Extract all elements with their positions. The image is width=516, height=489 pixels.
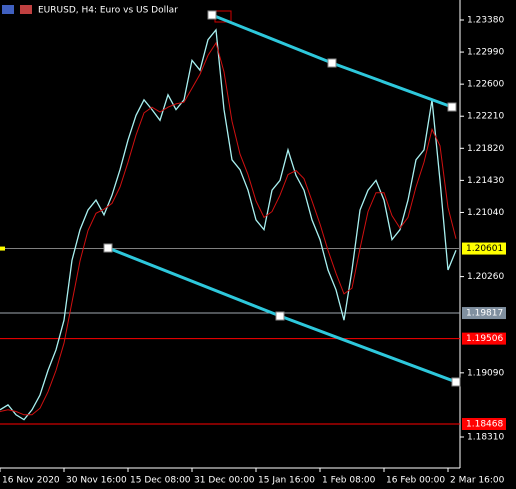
x-tick-label: 16 Nov 2020 — [2, 476, 60, 486]
flag-icon — [2, 5, 14, 14]
chart-title: EURUSD, H4: Euro vs US Dollar — [38, 6, 178, 16]
y-tick-label: 1.22600 — [467, 80, 504, 90]
trend-point — [327, 58, 337, 68]
y-tick-label: 1.21040 — [467, 208, 504, 218]
level-label: 1.19506 — [466, 334, 503, 344]
level-label: 1.20601 — [466, 244, 503, 254]
level-label: 1.19817 — [466, 309, 503, 319]
y-tick-label: 1.19090 — [467, 368, 504, 378]
level-label-box — [462, 307, 506, 320]
trend-point — [103, 243, 113, 253]
trend-point — [207, 10, 217, 20]
trend-point — [451, 377, 461, 387]
x-tick-label: 30 Nov 16:00 — [66, 476, 127, 486]
level-label-box — [462, 242, 506, 255]
trend-point — [275, 311, 285, 321]
x-tick-label: 15 Dec 08:00 — [130, 476, 191, 486]
x-tick-label: 2 Mar 16:00 — [450, 476, 505, 486]
trend-point — [447, 102, 457, 112]
y-tick-label: 1.18310 — [467, 432, 504, 442]
y-tick-label: 1.22210 — [467, 112, 504, 122]
level-label: 1.18468 — [466, 419, 503, 429]
y-tick-label: 1.21820 — [467, 144, 504, 154]
price-line — [0, 28, 457, 421]
y-tick-label: 1.21430 — [467, 176, 504, 186]
x-tick-label: 16 Feb 00:00 — [386, 476, 445, 486]
price-line — [0, 41, 457, 416]
bid-marker — [0, 246, 5, 251]
flag-icon — [20, 5, 32, 14]
y-tick-label: 1.22990 — [467, 48, 504, 58]
x-tick-label: 31 Dec 00:00 — [194, 476, 255, 486]
y-tick-label: 1.23380 — [467, 15, 504, 25]
x-tick-label: 15 Jan 16:00 — [258, 476, 315, 486]
y-tick-label: 1.20260 — [467, 272, 504, 282]
level-label-box — [462, 417, 506, 430]
level-label-box — [462, 332, 506, 345]
x-tick-label: 1 Feb 08:00 — [322, 476, 376, 486]
